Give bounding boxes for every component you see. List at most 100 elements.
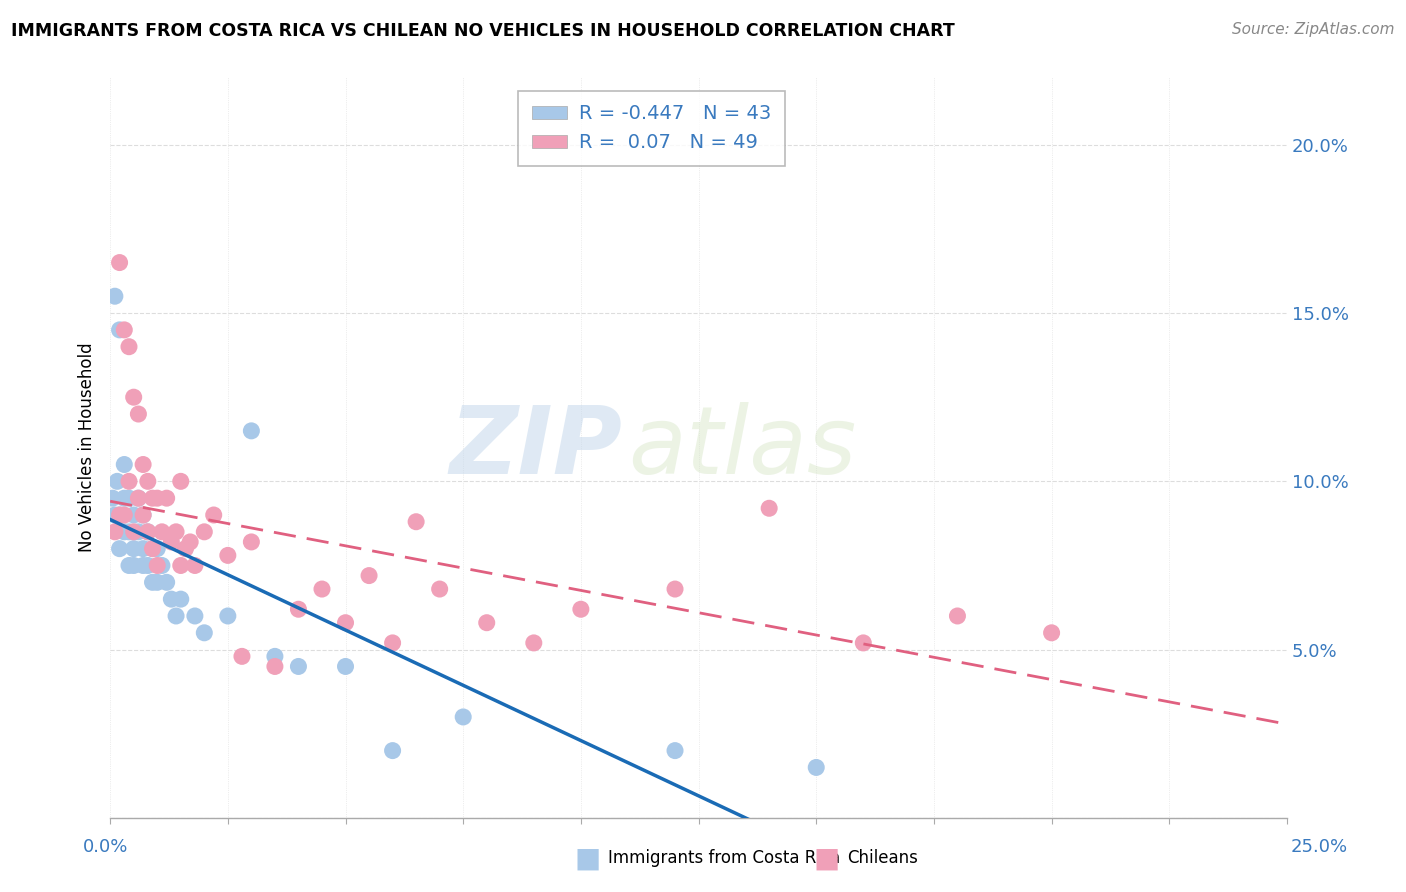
Point <box>118 558 141 573</box>
Point <box>240 424 263 438</box>
Point <box>184 609 207 624</box>
Point <box>118 491 141 505</box>
Point <box>127 407 149 421</box>
Point <box>132 541 155 556</box>
Point <box>108 541 131 556</box>
Point <box>112 524 135 539</box>
Point <box>160 535 183 549</box>
Point <box>132 508 155 522</box>
Point <box>335 615 357 630</box>
Point <box>287 659 309 673</box>
Point <box>122 524 145 539</box>
Point <box>132 508 155 522</box>
Point <box>170 592 193 607</box>
Point <box>108 508 131 522</box>
Text: Chileans: Chileans <box>846 849 918 867</box>
Text: Immigrants from Costa Rica: Immigrants from Costa Rica <box>607 849 841 867</box>
Point <box>104 524 127 539</box>
Point <box>118 340 141 354</box>
Point <box>357 568 380 582</box>
Text: 25.0%: 25.0% <box>1291 838 1347 855</box>
Point <box>150 558 173 573</box>
Point <box>141 541 163 556</box>
Point <box>405 515 427 529</box>
Point <box>240 535 263 549</box>
Point <box>112 491 135 505</box>
Point <box>335 659 357 673</box>
Point <box>127 524 149 539</box>
Point <box>217 549 239 563</box>
Point <box>136 524 159 539</box>
Point <box>127 491 149 505</box>
Point <box>174 541 197 556</box>
Point <box>170 475 193 489</box>
Point <box>451 710 474 724</box>
Text: IMMIGRANTS FROM COSTA RICA VS CHILEAN NO VEHICLES IN HOUSEHOLD CORRELATION CHART: IMMIGRANTS FROM COSTA RICA VS CHILEAN NO… <box>11 22 955 40</box>
Point <box>193 524 215 539</box>
Point <box>112 323 135 337</box>
Point <box>150 524 173 539</box>
Point <box>122 508 145 522</box>
Point <box>287 602 309 616</box>
Point <box>108 255 131 269</box>
Point <box>664 743 686 757</box>
Point <box>806 760 828 774</box>
Point <box>165 524 187 539</box>
Point <box>946 609 969 624</box>
Point <box>118 524 141 539</box>
Point <box>141 541 163 556</box>
Point <box>264 649 287 664</box>
Point <box>132 458 155 472</box>
Point <box>146 575 169 590</box>
Point <box>170 558 193 573</box>
Text: atlas: atlas <box>628 402 856 493</box>
Point <box>231 649 253 664</box>
Point <box>217 609 239 624</box>
Point <box>156 575 179 590</box>
Point <box>105 475 128 489</box>
Point <box>136 475 159 489</box>
Point <box>108 323 131 337</box>
Point <box>104 508 127 522</box>
Point <box>193 625 215 640</box>
Point <box>381 743 404 757</box>
Point <box>141 575 163 590</box>
Point <box>381 636 404 650</box>
Text: ■: ■ <box>814 844 839 872</box>
Text: 0.0%: 0.0% <box>83 838 128 855</box>
Point <box>122 558 145 573</box>
Point <box>146 558 169 573</box>
Point <box>136 558 159 573</box>
Point <box>146 491 169 505</box>
Point <box>146 541 169 556</box>
Point <box>179 535 201 549</box>
Point <box>664 582 686 596</box>
Point <box>311 582 333 596</box>
Point <box>1040 625 1063 640</box>
Point <box>202 508 225 522</box>
Point <box>136 524 159 539</box>
Text: Source: ZipAtlas.com: Source: ZipAtlas.com <box>1232 22 1395 37</box>
Point <box>523 636 546 650</box>
Y-axis label: No Vehicles in Household: No Vehicles in Household <box>79 343 96 552</box>
Point <box>122 541 145 556</box>
Text: ■: ■ <box>575 844 602 872</box>
Point <box>852 636 875 650</box>
Point <box>101 491 124 505</box>
Text: ZIP: ZIP <box>449 401 621 493</box>
Point <box>156 491 179 505</box>
Point <box>104 289 127 303</box>
Point <box>165 609 187 624</box>
Point <box>429 582 451 596</box>
Point <box>118 475 141 489</box>
Point <box>264 659 287 673</box>
Point <box>112 508 135 522</box>
Point <box>758 501 780 516</box>
Point <box>160 592 183 607</box>
Point <box>132 558 155 573</box>
Point <box>122 390 145 404</box>
Point <box>569 602 592 616</box>
Point <box>112 458 135 472</box>
Point <box>127 491 149 505</box>
Point <box>475 615 498 630</box>
